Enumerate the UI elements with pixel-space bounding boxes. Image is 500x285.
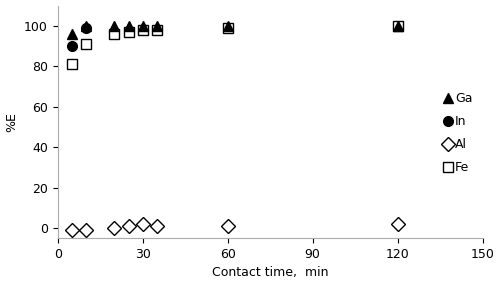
Al xyxy=(154,224,160,228)
In xyxy=(83,26,89,30)
Y-axis label: %E: %E xyxy=(6,112,18,132)
Ga xyxy=(140,24,145,27)
Line: In: In xyxy=(67,23,91,51)
Ga xyxy=(112,24,117,27)
Al xyxy=(394,222,400,226)
Ga xyxy=(154,24,160,27)
Fe xyxy=(154,28,160,32)
Al xyxy=(140,222,145,226)
Legend: Ga, In, Al, Fe: Ga, In, Al, Fe xyxy=(442,89,476,178)
In xyxy=(69,44,75,48)
Line: Ga: Ga xyxy=(67,21,402,39)
Fe xyxy=(83,42,89,46)
Al xyxy=(224,224,230,228)
X-axis label: Contact time,  min: Contact time, min xyxy=(212,266,328,280)
Al xyxy=(126,224,132,228)
Fe xyxy=(394,24,400,27)
Ga xyxy=(224,24,230,27)
Ga xyxy=(69,32,75,36)
Fe xyxy=(224,26,230,30)
Fe xyxy=(69,62,75,66)
Line: Al: Al xyxy=(67,219,402,235)
Line: Fe: Fe xyxy=(67,21,402,69)
Fe xyxy=(140,28,145,32)
Al xyxy=(83,228,89,232)
Fe xyxy=(112,32,117,36)
Ga xyxy=(394,24,400,27)
Al xyxy=(69,228,75,232)
Al xyxy=(112,226,117,230)
Ga xyxy=(83,24,89,27)
Fe xyxy=(126,30,132,34)
Ga xyxy=(126,24,132,27)
